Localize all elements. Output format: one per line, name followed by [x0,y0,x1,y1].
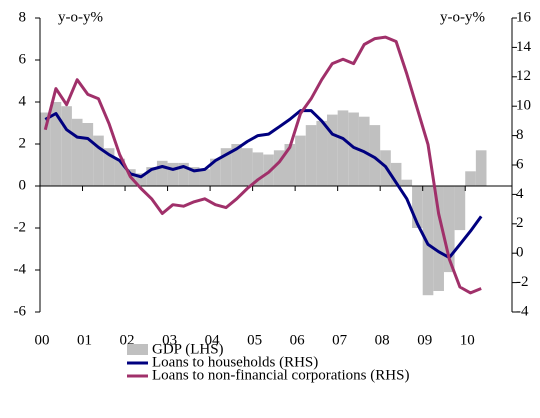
y-tick-label: 2 [19,135,27,151]
x-tick-label: 09 [417,332,432,348]
bar [316,120,328,186]
bar [231,144,242,186]
x-tick-label: 10 [460,332,475,348]
y2-tick-label: 16 [516,9,532,25]
y-tick-label: -6 [14,303,27,319]
bar [167,162,179,186]
bar [475,150,487,186]
y2-tick-label: 8 [516,127,524,143]
y-tick-label: 0 [19,177,27,193]
bar [327,114,338,186]
y-tick-label: 8 [19,9,27,25]
bar [178,162,189,186]
bar [50,102,62,186]
y2-tick-label: -4 [516,303,529,319]
x-tick-label: 04 [205,332,221,348]
y2-tick-label: 10 [516,98,531,114]
bar [454,186,466,231]
legend-label: Loans to non-financial corporations (RHS… [152,367,409,383]
bar [433,186,444,291]
y2-tick-label: 4 [516,186,524,202]
legend-label: Loans to households (RHS) [152,354,318,370]
bar [210,158,221,186]
bar [146,167,157,186]
x-tick-label: 01 [77,332,92,348]
y2-tick-label: 0 [516,245,524,261]
bar [305,125,317,186]
bar [40,112,51,186]
bar [156,160,168,186]
bar [263,154,274,186]
bar [348,112,359,186]
y2-tick-label: 14 [516,39,532,55]
y-tick-label: -2 [14,219,27,235]
y2-tick-label: 2 [516,215,524,231]
bar [199,169,211,186]
bar [252,152,264,186]
bar [295,135,306,186]
y-tick-label: 6 [19,51,27,67]
bar [71,118,83,186]
bar [93,135,104,186]
bar [401,179,413,186]
x-tick-label: 03 [162,332,177,348]
line-series [43,35,482,295]
y-tick-label: 4 [19,93,27,109]
bar [412,186,423,228]
x-tick-label: 06 [290,332,306,348]
bar [220,148,232,186]
bar [188,167,200,186]
y-axis-title: y-o-y% [58,9,103,25]
y-tick-label: -4 [14,261,27,277]
bar [422,186,434,296]
y2-axis-title: y-o-y% [440,9,485,25]
y2-tick-label: 6 [516,156,524,172]
bar [443,186,455,273]
bar [390,162,402,186]
bar [273,150,285,186]
x-tick-label: 08 [375,332,390,348]
bar [465,171,476,186]
line-series [44,109,483,260]
bar [135,173,147,186]
bar [369,125,381,186]
bar [103,148,115,186]
legend-label: GDP (LHS) [152,341,224,357]
legend-swatch [127,344,148,355]
y2-tick-label: -2 [516,274,529,290]
x-tick-label: 07 [332,332,348,348]
bar [61,106,72,186]
bar [82,123,94,186]
bar [114,158,126,186]
x-tick-label: 00 [35,332,50,348]
y2-tick-label: 12 [516,68,531,84]
bar [241,148,253,186]
bar [337,110,349,186]
bar [284,144,296,186]
x-tick-label: 05 [247,332,262,348]
